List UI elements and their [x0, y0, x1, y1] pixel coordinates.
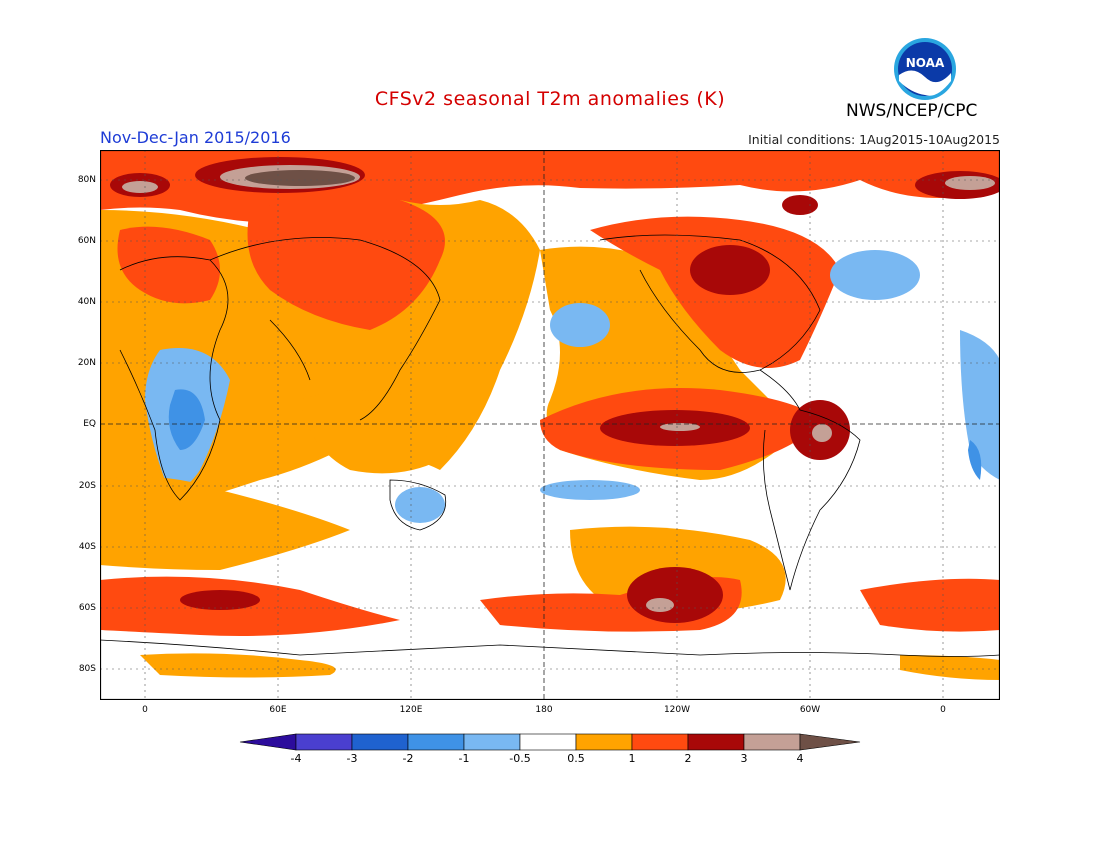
map-frame	[99, 149, 1001, 701]
colorbar-swatch-2-3	[687, 733, 745, 751]
lat-label-80n: 80N	[77, 175, 96, 185]
colorbar-graphic	[239, 733, 861, 751]
colorbar-swatch-minus-1-minus-0-5	[463, 733, 521, 751]
colorbar-swatch-above-4	[799, 733, 861, 751]
colorbar-label-minus-0-5: -0.5	[509, 752, 531, 765]
coastlines	[99, 234, 1001, 657]
lat-label-20s: 20S	[78, 481, 96, 491]
colorbar-label-3: 3	[740, 752, 748, 765]
colorbar-label-minus-4: -4	[290, 752, 302, 765]
organization-label: NWS/NCEP/CPC	[846, 101, 978, 121]
colorbar-swatch-minus-2-minus-1	[407, 733, 465, 751]
colorbar-swatch-below-minus-4	[239, 733, 297, 751]
map-canvas	[99, 149, 1001, 701]
equator-dateline	[100, 150, 1000, 700]
lon-label-180: 180	[535, 705, 553, 715]
colorbar-swatch-neutral	[519, 733, 577, 751]
colorbar-label-4: 4	[796, 752, 804, 765]
lat-label-20n: 20N	[77, 358, 96, 368]
logo-text: NOAA	[906, 56, 945, 70]
lat-label-40n: 40N	[77, 297, 96, 307]
anomaly-field	[100, 150, 1000, 700]
colorbar-swatch-1-2	[631, 733, 689, 751]
colorbar	[238, 732, 862, 772]
lon-label-60w: 60W	[799, 705, 821, 715]
season-label: Nov-Dec-Jan 2015/2016	[100, 128, 291, 147]
lat-label-80s: 80S	[78, 664, 96, 674]
lat-label-60s: 60S	[78, 603, 96, 613]
lon-label-0-west: 0	[142, 705, 148, 715]
lat-label-eq: EQ	[83, 419, 96, 429]
lon-label-120w: 120W	[663, 705, 691, 715]
colorbar-label-minus-1: -1	[458, 752, 470, 765]
lat-label-40s: 40S	[78, 542, 96, 552]
colorbar-label-0-5: 0.5	[567, 752, 585, 765]
colorbar-swatch-0-5-1	[575, 733, 633, 751]
lat-label-60n: 60N	[77, 236, 96, 246]
anomaly-map	[99, 149, 1001, 701]
colorbar-label-minus-3: -3	[346, 752, 358, 765]
colorbar-swatch-minus-4-minus-3	[295, 733, 353, 751]
lon-label-120e: 120E	[399, 705, 423, 715]
lon-label-60e: 60E	[269, 705, 287, 715]
lon-label-0-east: 0	[940, 705, 946, 715]
colorbar-swatch-minus-3-minus-2	[351, 733, 409, 751]
graticule	[100, 150, 1000, 700]
initial-conditions-label: Initial conditions: 1Aug2015-10Aug2015	[748, 132, 1000, 147]
noaa-logo: NOAA	[894, 38, 956, 100]
map-title: CFSv2 seasonal T2m anomalies (K)	[374, 88, 726, 110]
colorbar-label-1: 1	[628, 752, 636, 765]
colorbar-swatch-3-4	[743, 733, 801, 751]
colorbar-label-2: 2	[684, 752, 692, 765]
colorbar-label-minus-2: -2	[402, 752, 414, 765]
